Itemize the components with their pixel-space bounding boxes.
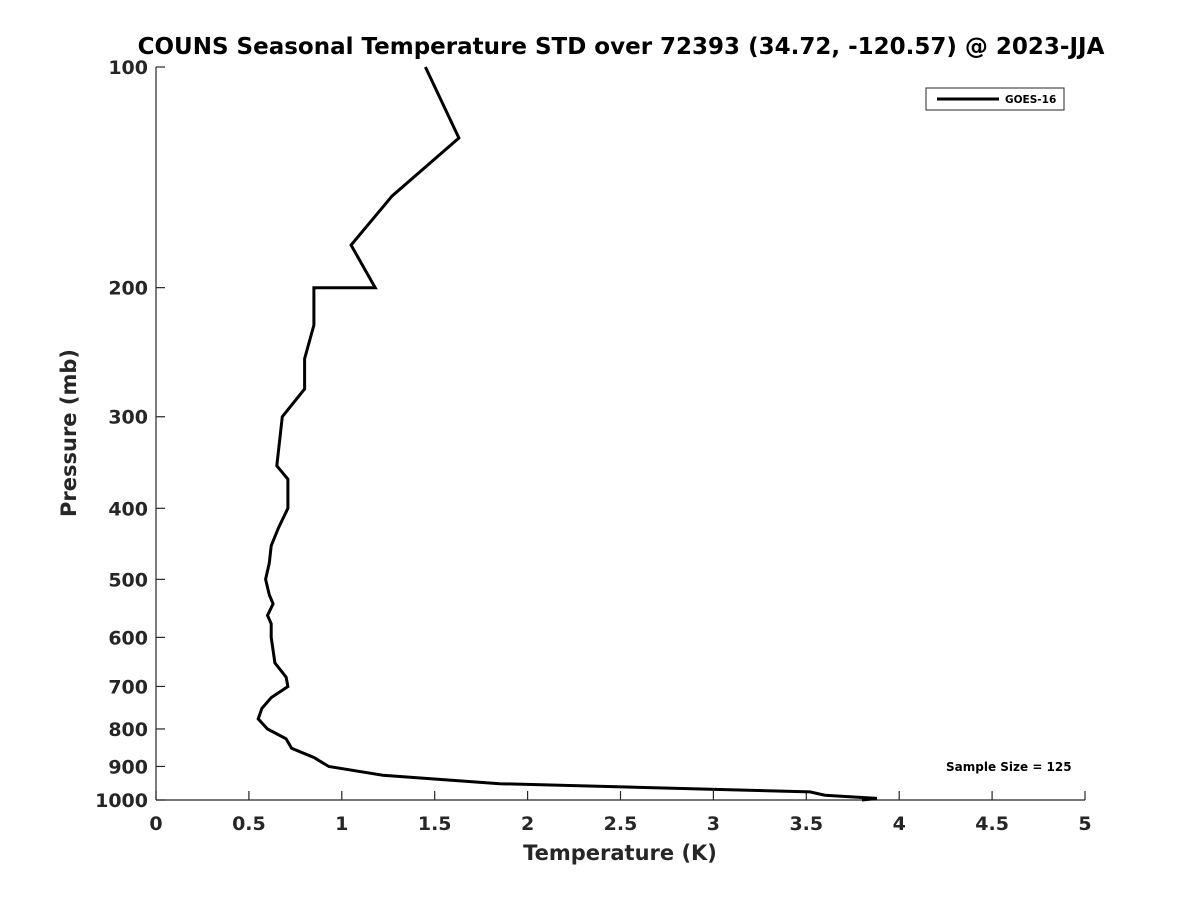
y-tick-label-1: 200 [108,278,148,300]
x-axis-ticks: 0 0.5 1 1.5 2 2.5 3 3.5 4 4.5 5 [149,791,1092,835]
y-tick-label-8: 900 [108,756,148,778]
legend: GOES-16 [925,87,1065,111]
series-line-0 [256,66,878,802]
x-tick-label-8: 4 [893,813,906,835]
sample-size-annotation: Sample Size = 125 [946,760,1072,774]
y-tick-label-5: 600 [108,627,148,649]
y-axis-ticks: 100 200 300 400 500 600 700 800 900 1000 [95,57,165,812]
x-tick-label-1: 0.5 [232,813,266,835]
y-tick-label-4: 500 [108,569,148,591]
x-tick-label-6: 3 [707,813,720,835]
x-tick-label-5: 2.5 [604,813,638,835]
x-tick-label-7: 3.5 [789,813,823,835]
y-tick-label-6: 700 [108,676,148,698]
y-tick-label-3: 400 [108,498,148,520]
x-tick-label-9: 4.5 [975,813,1009,835]
series-layer [256,66,878,802]
x-tick-label-10: 5 [1078,813,1091,835]
chart-title: COUNS Seasonal Temperature STD over 7239… [138,34,1105,60]
x-tick-label-4: 2 [521,813,534,835]
y-tick-label-0: 100 [108,57,148,79]
y-axis-label: Pressure (mb) [57,349,81,517]
x-tick-label-0: 0 [149,813,162,835]
x-axis-label: Temperature (K) [523,841,717,865]
y-tick-label-2: 300 [108,407,148,429]
y-tick-label-7: 800 [108,719,148,741]
y-tick-label-9: 1000 [95,790,148,812]
x-tick-label-3: 1.5 [418,813,452,835]
legend-label-goes-16: GOES-16 [1005,94,1056,106]
x-tick-label-2: 1 [335,813,348,835]
